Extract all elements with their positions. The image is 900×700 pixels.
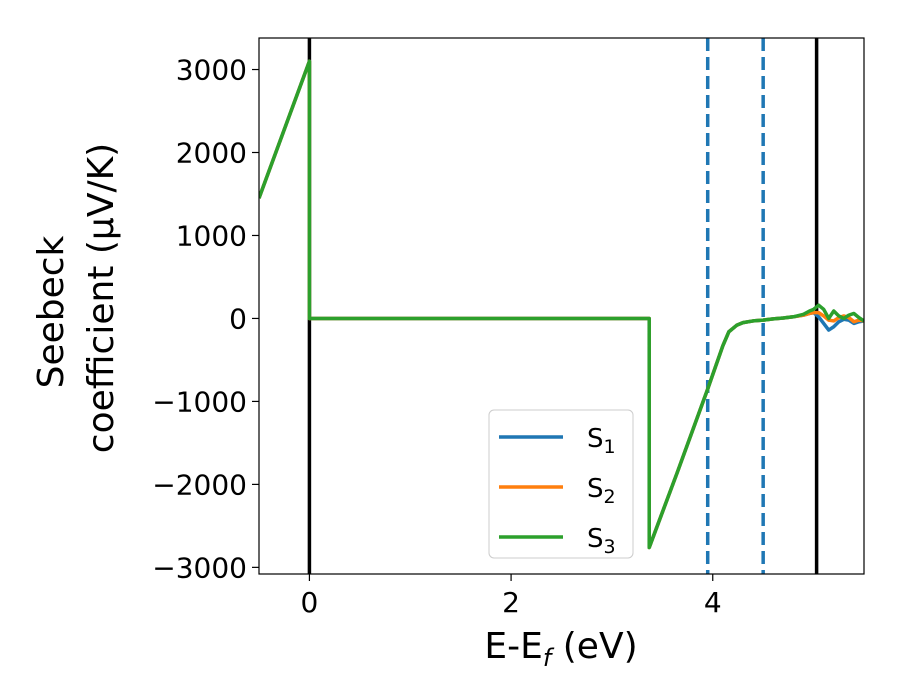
y-tick-label: −2000 (152, 468, 247, 501)
y-axis-title-line2: coefficient (μV/K) (81, 143, 122, 453)
y-axis-title-line1: Seebeck (31, 235, 72, 388)
y-tick-label: 3000 (176, 54, 247, 87)
x-tick-label: 0 (301, 586, 319, 619)
series-line-3 (259, 59, 864, 550)
legend-box (488, 409, 634, 559)
x-axis: 0 2 4 (301, 574, 722, 619)
y-tick-label: 0 (229, 302, 247, 335)
y-tick-label: −3000 (152, 551, 247, 584)
series-group (259, 59, 864, 550)
y-axis: 3000 2000 1000 0 −1000 −2000 −3000 (152, 54, 259, 584)
legend-label-3: S3 (587, 524, 616, 558)
legend-label-2: S2 (587, 474, 616, 508)
x-tick-label: 4 (704, 586, 722, 619)
y-tick-label: 2000 (176, 137, 247, 170)
y-axis-title: Seebeck coefficient (μV/K) (31, 143, 122, 453)
legend-label-1: S1 (587, 424, 616, 458)
y-tick-label: 1000 (176, 219, 247, 252)
x-axis-title: E-Ef (eV) (484, 626, 637, 672)
x-tick-label: 2 (502, 586, 520, 619)
legend: S1 S2 S3 (488, 409, 634, 559)
y-tick-label: −1000 (152, 385, 247, 418)
plot-frame (258, 37, 865, 575)
